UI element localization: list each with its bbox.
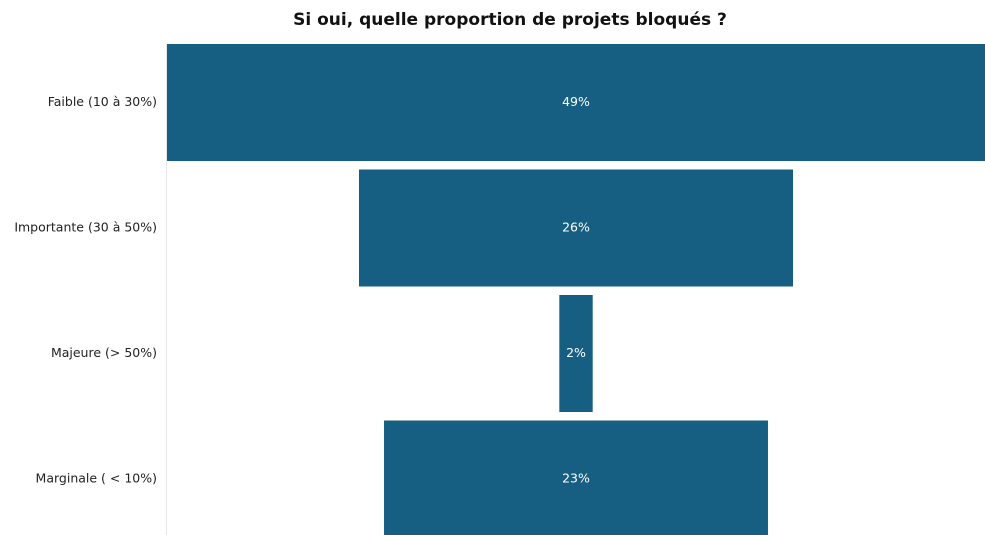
value-label: 2% — [566, 345, 586, 360]
value-label: 26% — [562, 220, 590, 235]
funnel-bar — [167, 44, 985, 161]
funnel-bar — [384, 420, 768, 535]
category-label: Faible (10 à 30%) — [48, 94, 157, 109]
funnel-bar — [559, 295, 593, 412]
value-label: 49% — [562, 94, 590, 109]
chart-title: Si oui, quelle proportion de projets blo… — [293, 10, 727, 30]
value-label: 23% — [562, 471, 590, 486]
funnel-bar — [358, 169, 794, 287]
category-label: Importante (30 à 50%) — [14, 220, 157, 235]
category-label: Majeure (> 50%) — [51, 345, 157, 360]
category-label: Marginale ( < 10%) — [36, 471, 157, 486]
